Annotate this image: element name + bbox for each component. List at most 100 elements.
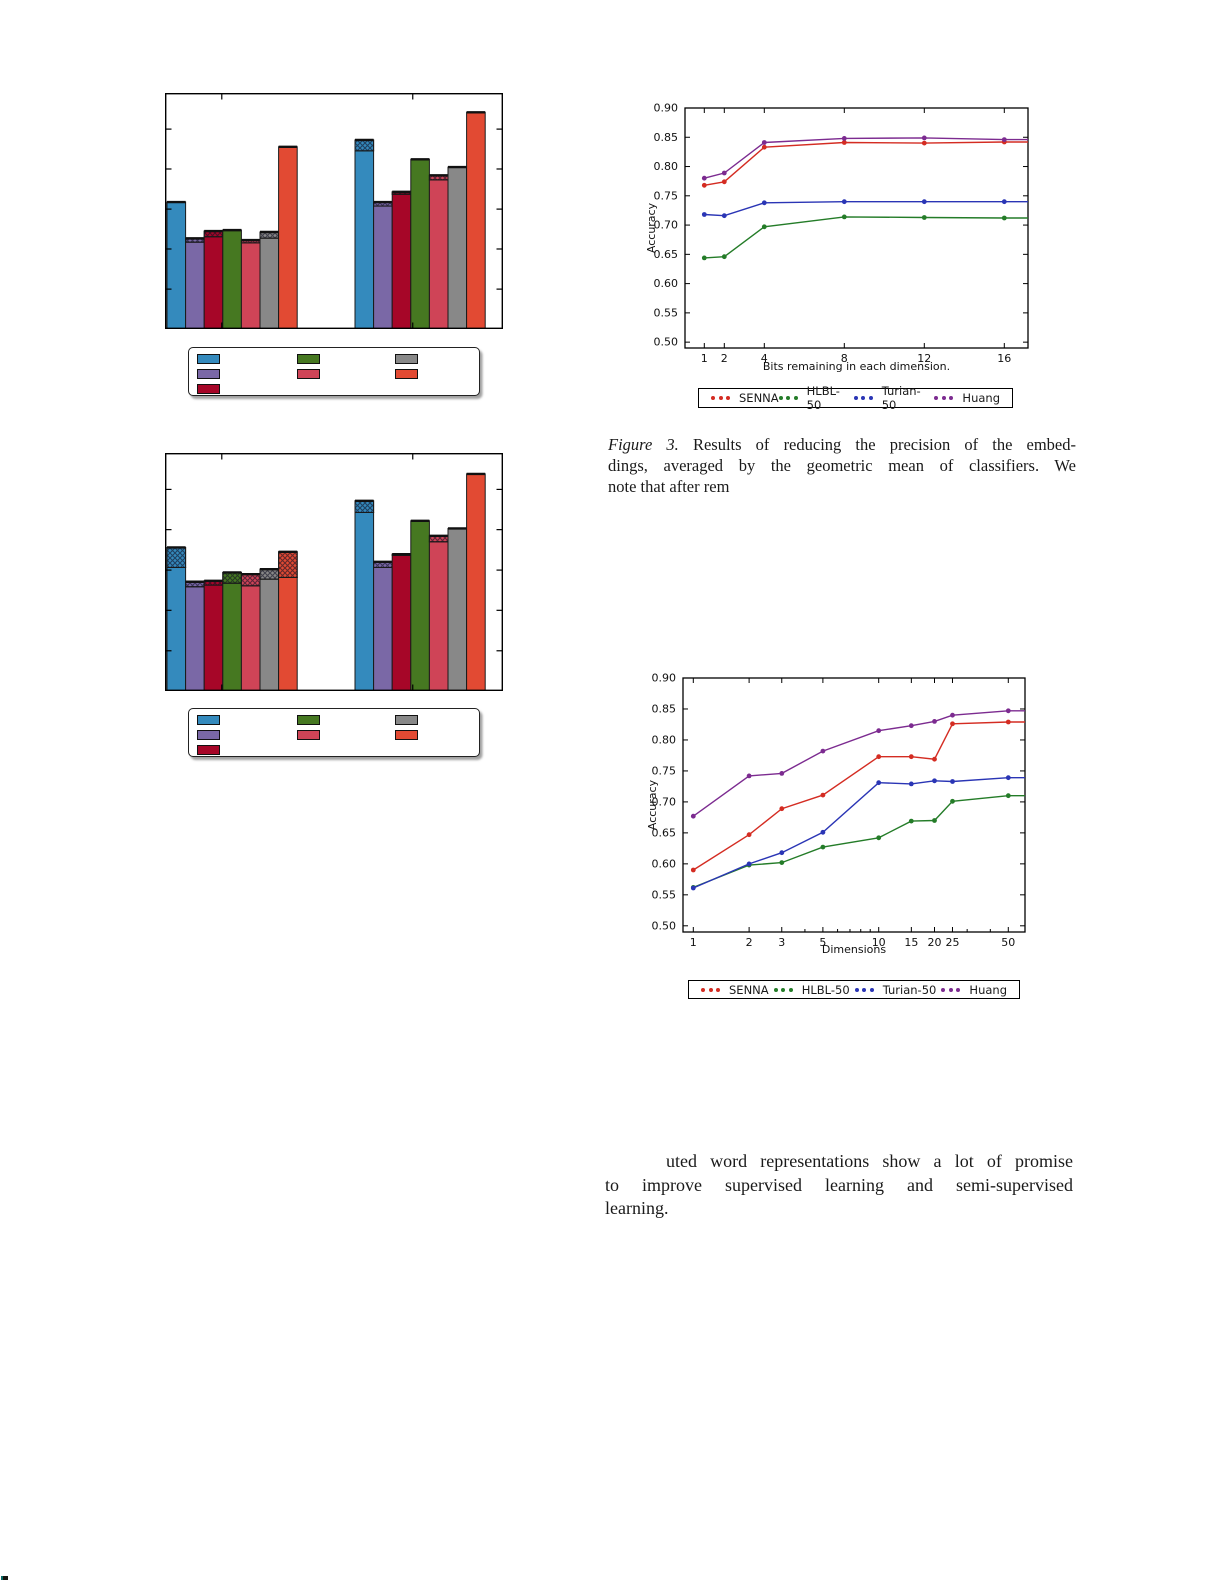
bar-chart-bottom xyxy=(164,452,504,696)
bar xyxy=(259,578,280,692)
legend-swatch xyxy=(297,354,320,364)
bar xyxy=(373,566,393,692)
legend-entry-Huang: Huang xyxy=(941,983,1007,997)
body-paragraph: uted word representations show a lot of … xyxy=(605,1150,1073,1221)
caption-line-1-text: Results of reducing the precision of the… xyxy=(692,435,1077,454)
data-point xyxy=(721,170,727,176)
series-line-Huang xyxy=(704,137,1028,179)
legend-marker-dots xyxy=(711,396,730,400)
bar xyxy=(240,585,261,692)
data-point xyxy=(779,806,785,812)
data-point xyxy=(841,136,847,141)
y-tick-label: 0.80 xyxy=(654,160,679,173)
data-point xyxy=(932,756,937,762)
line-chart-bits: 0.50 0.55 0.60 0.65 0.70 0.75 0.80 0.85 0.90 1 2 4 8… xyxy=(630,95,1042,392)
data-point xyxy=(932,818,937,823)
data-point xyxy=(921,199,927,205)
y-tick-label: 0.70 xyxy=(652,795,677,808)
data-point xyxy=(779,850,785,856)
legend-marker-dots xyxy=(934,396,954,400)
y-tick-label: 0.65 xyxy=(652,826,677,839)
series-line-HLBL-50 xyxy=(693,795,1025,889)
data-point xyxy=(721,179,727,185)
data-point xyxy=(908,818,914,824)
data-point xyxy=(932,719,937,724)
legend-entry-HLBL-50: HLBL-50 xyxy=(778,384,854,412)
data-point xyxy=(876,754,882,760)
data-point xyxy=(841,140,847,145)
axes-frame xyxy=(164,92,504,330)
legend-label: Huang xyxy=(969,982,1007,997)
legend-entry-Turian-50: Turian-50 xyxy=(854,983,936,997)
bar xyxy=(222,229,242,330)
data-point xyxy=(921,140,927,146)
legend-swatch xyxy=(297,730,320,740)
caption-line-3: note that after rem xyxy=(608,477,730,496)
y-tick-label: 0.55 xyxy=(654,306,679,319)
data-point xyxy=(1001,215,1007,221)
y-tick-label: 0.85 xyxy=(654,131,679,144)
data-point xyxy=(876,835,882,841)
bar xyxy=(240,242,261,330)
bar xyxy=(410,158,430,330)
legend-swatch xyxy=(197,369,220,379)
legend-swatch xyxy=(297,715,320,725)
bar xyxy=(166,566,187,692)
data-point xyxy=(721,213,727,219)
data-point xyxy=(876,780,882,786)
legend-entry-Turian-50: Turian-50 xyxy=(853,384,935,412)
data-point xyxy=(746,861,752,867)
x-axis-label: Bits remaining in each dimension. xyxy=(763,360,950,373)
line-chart-bits-legend: SENNA HLBL-50 Turian-50 Huang xyxy=(698,384,1013,412)
data-point xyxy=(841,199,847,205)
x-tick-label: 15 xyxy=(904,936,918,949)
bar xyxy=(428,541,449,692)
legend-entry-Huang: Huang xyxy=(934,391,1000,405)
legend-label: SENNA xyxy=(739,391,779,405)
legend-swatch xyxy=(297,369,320,379)
bar-hatch-cap xyxy=(278,551,298,578)
series-line-HLBL-50 xyxy=(704,216,1028,259)
y-tick-label: 0.90 xyxy=(652,672,677,685)
data-point xyxy=(690,813,696,819)
data-point xyxy=(820,829,826,835)
bar xyxy=(410,520,430,692)
data-point xyxy=(950,779,955,784)
x-tick-label: 2 xyxy=(746,936,753,949)
data-point xyxy=(746,832,752,838)
bar xyxy=(447,166,468,330)
bar-hatch-cap xyxy=(222,571,242,584)
legend-swatch xyxy=(395,715,418,725)
y-tick-label: 0.80 xyxy=(652,733,677,746)
series-line-Turian-50 xyxy=(693,777,1025,889)
bar xyxy=(354,150,375,330)
bar xyxy=(203,236,224,330)
data-point xyxy=(876,728,882,734)
data-point xyxy=(932,778,937,784)
y-axis-label: Accuracy xyxy=(645,202,658,253)
y-tick-label: 0.55 xyxy=(652,888,677,901)
bar xyxy=(466,473,486,692)
legend-swatch xyxy=(197,384,220,394)
x-tick-label: 3 xyxy=(778,936,785,949)
legend-marker-dots xyxy=(778,396,798,400)
axes-frame xyxy=(684,107,1029,349)
bar xyxy=(354,512,375,692)
data-point xyxy=(820,792,826,798)
bar xyxy=(391,193,412,330)
bar-chart-top-legend xyxy=(188,347,480,396)
data-point xyxy=(908,754,914,760)
data-point xyxy=(746,773,752,779)
legend-marker-dots xyxy=(941,987,961,992)
data-point xyxy=(701,212,707,217)
data-point xyxy=(908,781,914,787)
legend-swatch xyxy=(395,354,418,364)
caption-line-1: Figure 3. Results of reducing the precis… xyxy=(608,434,1076,455)
paragraph-line-1: uted word representations show a lot of … xyxy=(666,1151,1073,1171)
data-point xyxy=(908,723,914,729)
data-point xyxy=(1005,775,1011,781)
bar-hatch-cap xyxy=(166,546,187,568)
data-point xyxy=(779,860,785,865)
data-point xyxy=(950,712,955,718)
